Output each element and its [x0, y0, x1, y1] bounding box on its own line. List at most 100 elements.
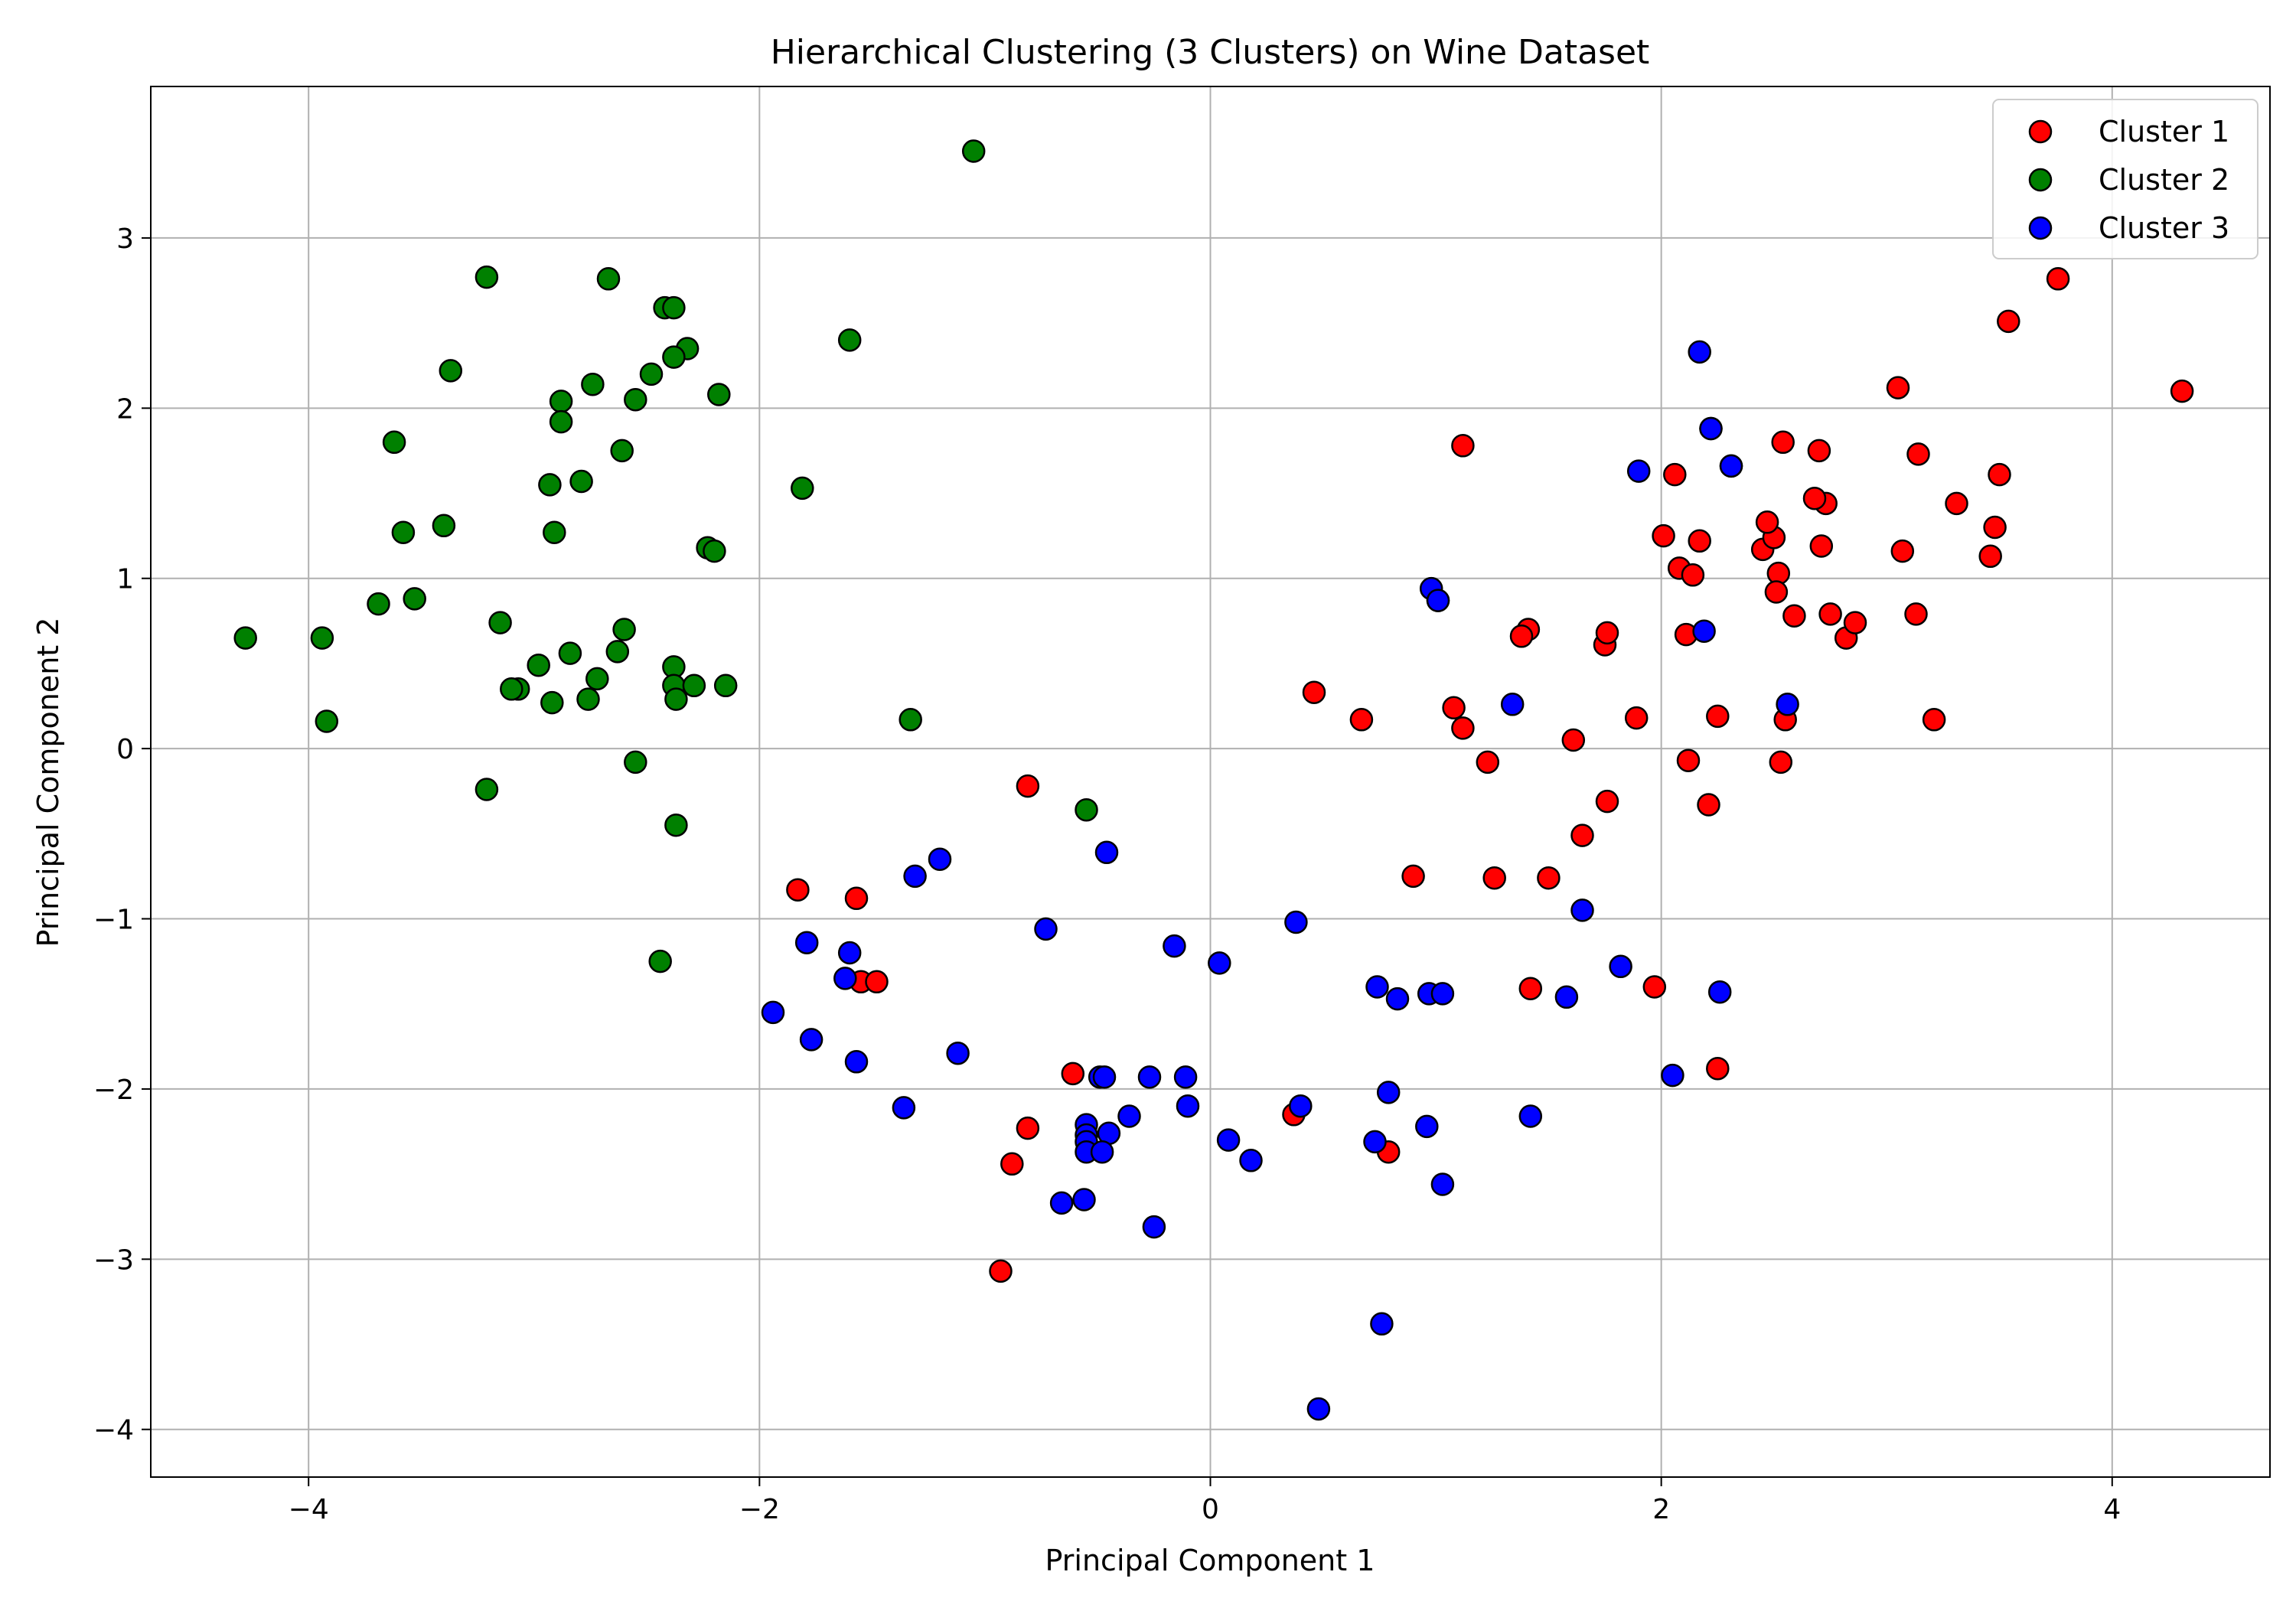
data-point — [1302, 680, 1326, 704]
data-point — [1451, 434, 1475, 458]
data-point — [612, 618, 636, 641]
data-point — [310, 626, 334, 650]
data-point — [538, 473, 562, 497]
data-point — [1890, 539, 1915, 563]
data-point — [1843, 611, 1867, 634]
data-point — [1442, 696, 1466, 720]
x-axis-ticks: −4 −2 0 2 4 — [289, 1477, 2121, 1525]
data-point — [892, 1096, 916, 1120]
x-tick-label: 2 — [1652, 1494, 1670, 1525]
data-point — [844, 886, 869, 911]
data-point — [1886, 376, 1910, 399]
data-point — [837, 941, 862, 965]
data-point — [837, 328, 862, 352]
y-tick-label: 2 — [116, 393, 134, 425]
grid — [151, 86, 2270, 1477]
legend-box — [1992, 99, 2258, 259]
y-tick-label: −2 — [93, 1075, 134, 1106]
data-point — [1809, 534, 1834, 558]
data-point — [1216, 1128, 1241, 1152]
legend-items: Cluster 1 Cluster 2 Cluster 3 — [2028, 115, 2229, 245]
data-point — [500, 677, 523, 701]
data-point — [1764, 580, 1789, 604]
data-point — [664, 687, 688, 711]
x-tick-label: −2 — [739, 1494, 780, 1525]
data-point — [1663, 462, 1687, 487]
data-point — [1137, 1065, 1162, 1089]
data-point — [1769, 750, 1793, 775]
data-point — [1697, 793, 1720, 817]
data-point — [1482, 866, 1506, 890]
data-point — [605, 640, 630, 664]
data-point — [1090, 1140, 1114, 1164]
data-point — [403, 587, 426, 611]
legend-marker — [2028, 168, 2053, 192]
y-tick-label: 3 — [116, 223, 134, 255]
data-point — [1988, 462, 2011, 487]
data-point — [1016, 1116, 1040, 1140]
data-point — [1142, 1215, 1166, 1239]
y-tick-label: 0 — [116, 734, 134, 765]
data-point — [1624, 706, 1649, 730]
data-point — [1904, 602, 1928, 626]
legend-label: Cluster 3 — [2099, 211, 2229, 245]
data-point — [1818, 602, 1842, 626]
data-point — [1289, 1094, 1313, 1118]
data-points — [233, 139, 2194, 1421]
data-point — [1561, 728, 1586, 752]
data-point — [610, 439, 634, 463]
data-point — [1000, 1152, 1024, 1176]
data-point — [961, 139, 986, 163]
data-point — [1284, 910, 1308, 934]
data-point — [1163, 934, 1186, 958]
data-point — [1570, 823, 1594, 847]
data-point — [1401, 864, 1425, 889]
data-point — [1642, 975, 1667, 999]
data-point — [1688, 340, 1711, 364]
data-point — [1509, 625, 1534, 648]
data-point — [527, 653, 550, 677]
data-point — [1692, 619, 1716, 643]
data-point — [1906, 442, 1930, 466]
data-point — [439, 359, 463, 383]
data-point — [1239, 1149, 1263, 1172]
data-point — [639, 362, 664, 386]
data-point — [903, 864, 927, 889]
data-point — [1092, 1065, 1117, 1089]
data-point — [794, 931, 819, 954]
data-point — [488, 611, 512, 634]
data-point — [624, 750, 647, 775]
data-point — [1719, 454, 1743, 478]
data-point — [1609, 954, 1632, 979]
data-point — [1978, 544, 2002, 569]
data-point — [865, 970, 889, 994]
data-point — [569, 469, 593, 494]
data-point — [1426, 589, 1450, 612]
data-point — [1771, 430, 1795, 455]
data-point — [1094, 840, 1119, 865]
data-point — [946, 1041, 970, 1065]
data-point — [899, 708, 922, 732]
data-point — [1016, 774, 1040, 798]
x-tick-label: 0 — [1202, 1494, 1219, 1525]
data-point — [475, 778, 499, 801]
data-point — [576, 687, 600, 711]
data-point — [799, 1028, 823, 1052]
data-point — [558, 641, 582, 665]
data-point — [1706, 1056, 1730, 1081]
y-axis-label: Principal Component 2 — [31, 618, 65, 947]
data-point — [1363, 1130, 1387, 1154]
legend-marker — [2028, 216, 2053, 240]
data-point — [1518, 1104, 1543, 1128]
data-point — [540, 690, 564, 715]
y-tick-label: −1 — [93, 905, 134, 936]
data-point — [315, 709, 339, 733]
y-axis-ticks: −4 −3 −2 −1 0 1 2 3 — [93, 223, 151, 1446]
data-point — [581, 372, 605, 396]
data-point — [2046, 267, 2070, 291]
data-point — [703, 539, 726, 563]
data-point — [1173, 1065, 1198, 1089]
data-point — [1370, 1312, 1394, 1336]
data-point — [1626, 459, 1651, 483]
